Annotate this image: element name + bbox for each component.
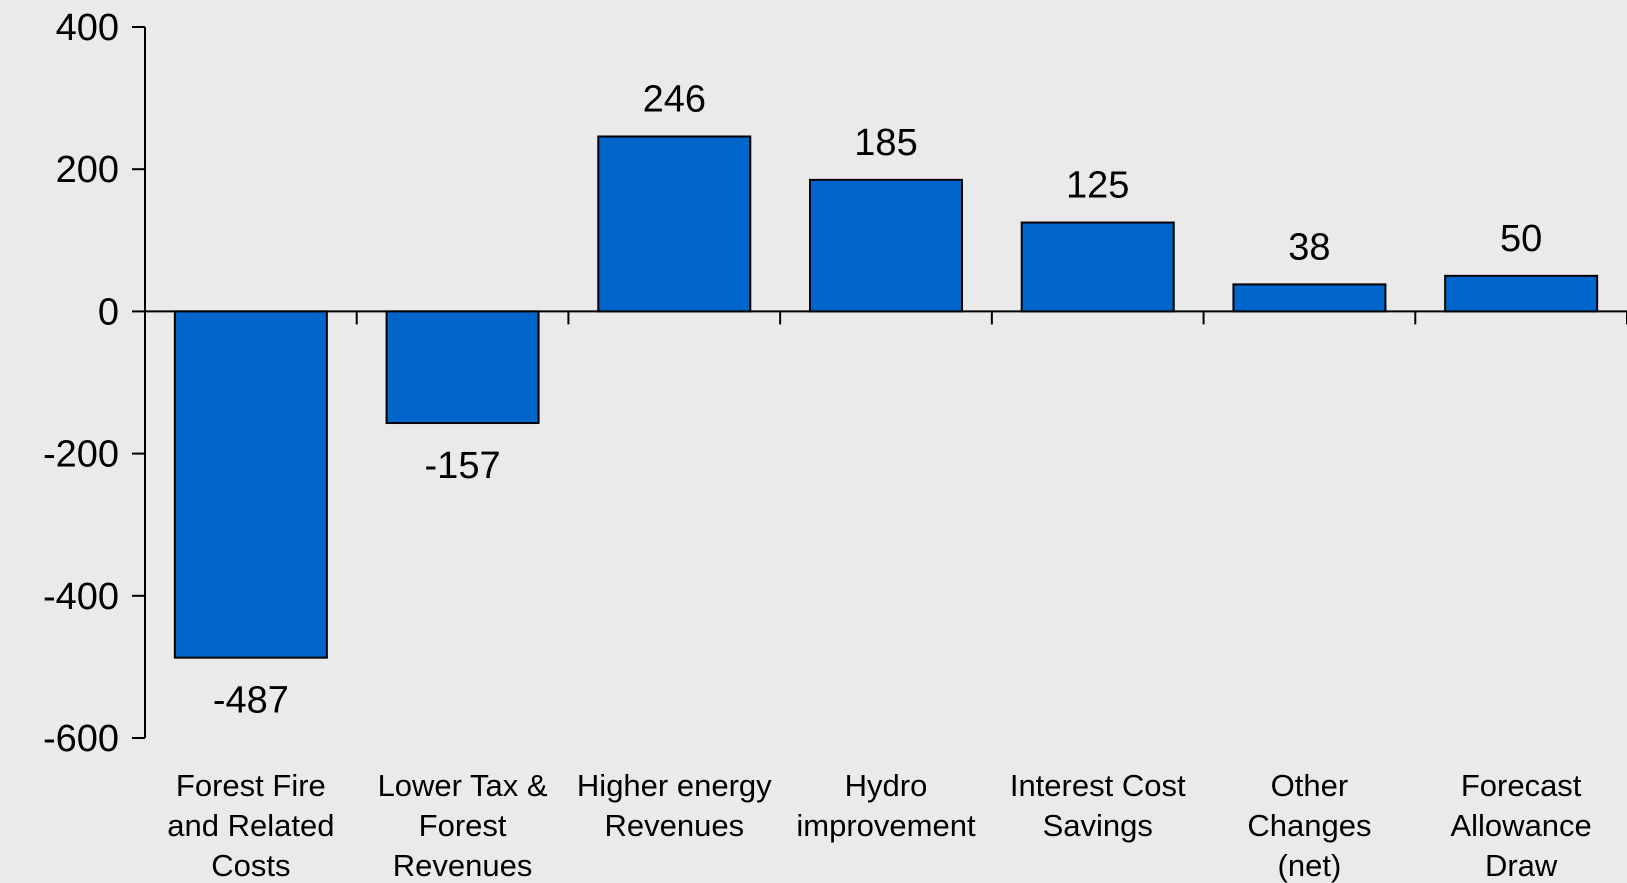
category-label-line: Lower Tax & <box>378 768 548 803</box>
category-label-line: Forecast <box>1461 768 1582 803</box>
x-axis <box>144 310 1627 325</box>
bars <box>173 135 1599 659</box>
category-label-line: (net) <box>1278 848 1342 883</box>
category-label-line: Revenues <box>393 848 533 883</box>
category-label-line: Other <box>1271 768 1349 803</box>
bar <box>1444 274 1599 313</box>
bar-value-label: 185 <box>854 122 917 164</box>
category-label-line: Revenues <box>604 808 744 843</box>
category-label: Other Changes (net) <box>1247 768 1371 883</box>
bar <box>1020 221 1175 313</box>
y-tick-label: -200 <box>43 434 119 476</box>
bar-value-label: 38 <box>1288 226 1330 268</box>
y-tick-label: -600 <box>43 718 119 760</box>
category-label: Lower Tax & Forest Revenues <box>378 768 548 883</box>
bar <box>385 310 540 425</box>
bar <box>809 178 963 313</box>
category-label-line: Higher energy <box>577 768 772 803</box>
category-label-line: Savings <box>1043 808 1153 843</box>
category-label: Forest Fire and Related Costs <box>167 768 334 883</box>
category-label-line: Forest <box>419 808 507 843</box>
bar-value-label: 125 <box>1066 165 1129 207</box>
y-tick-label: 400 <box>56 7 119 49</box>
category-label-line: Forest Fire <box>176 768 326 803</box>
y-tick-label: 0 <box>98 291 119 333</box>
data-labels: -487 -157 246 185 125 38 50 <box>213 78 1542 721</box>
category-label-line: and Related <box>167 808 334 843</box>
bar-value-label: 50 <box>1500 218 1542 260</box>
y-axis: 400 200 0 -200 -400 -600 <box>43 7 146 760</box>
bar-value-label: 246 <box>643 78 706 120</box>
y-tick-label: 200 <box>56 149 119 191</box>
category-label-line: Allowance <box>1450 808 1591 843</box>
category-label: Higher energy Revenues <box>577 768 772 843</box>
bar <box>597 135 752 313</box>
category-label: Interest Cost Savings <box>1010 768 1186 843</box>
bar <box>1232 283 1387 313</box>
category-label-line: Changes <box>1247 808 1371 843</box>
category-label-line: Interest Cost <box>1010 768 1186 803</box>
bar-value-label: -487 <box>213 680 289 722</box>
category-label-line: Draw <box>1485 848 1558 883</box>
category-label-line: Costs <box>211 848 290 883</box>
category-label-line: Hydro <box>845 768 928 803</box>
bar <box>173 310 328 659</box>
category-labels: Forest Fire and Related Costs Lower Tax & Fo… <box>167 768 1592 883</box>
category-label-line: improvement <box>796 808 976 843</box>
category-label: Hydro improvement <box>796 768 976 843</box>
bar-value-label: -157 <box>425 445 501 487</box>
category-label: Forecast Allowance Draw <box>1450 768 1591 883</box>
y-tick-label: -400 <box>43 576 119 618</box>
